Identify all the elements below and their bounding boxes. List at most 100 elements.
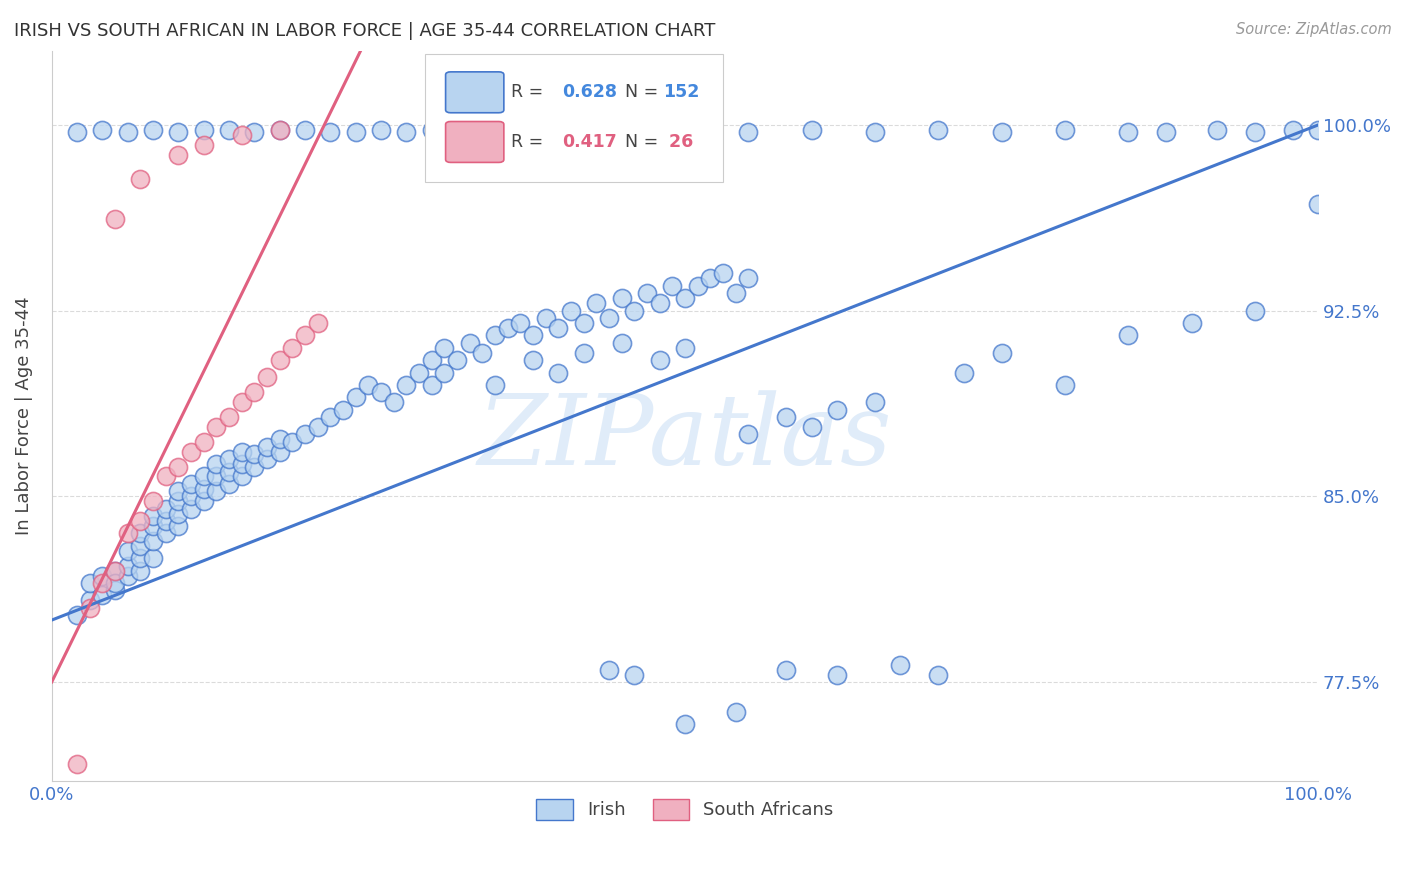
- Point: [193, 434, 215, 449]
- Point: [243, 125, 266, 139]
- Point: [496, 123, 519, 137]
- Point: [560, 303, 582, 318]
- Text: R =: R =: [512, 83, 544, 102]
- Point: [129, 172, 152, 186]
- Point: [585, 296, 607, 310]
- Point: [142, 509, 165, 524]
- Point: [673, 291, 696, 305]
- Point: [231, 128, 253, 142]
- Point: [117, 558, 139, 573]
- Point: [344, 390, 367, 404]
- Point: [395, 377, 418, 392]
- Point: [218, 452, 240, 467]
- Point: [193, 494, 215, 508]
- Point: [231, 457, 253, 471]
- Point: [91, 576, 114, 591]
- Point: [167, 494, 190, 508]
- Point: [294, 328, 316, 343]
- Text: IRISH VS SOUTH AFRICAN IN LABOR FORCE | AGE 35-44 CORRELATION CHART: IRISH VS SOUTH AFRICAN IN LABOR FORCE | …: [14, 22, 716, 40]
- Point: [167, 507, 190, 521]
- Point: [79, 593, 101, 607]
- Point: [218, 477, 240, 491]
- Point: [104, 576, 127, 591]
- Point: [243, 385, 266, 400]
- Point: [155, 501, 177, 516]
- Point: [547, 366, 569, 380]
- Point: [1053, 123, 1076, 137]
- Point: [91, 123, 114, 137]
- Point: [167, 147, 190, 161]
- Point: [800, 420, 823, 434]
- Point: [193, 123, 215, 137]
- Legend: Irish, South Africans: Irish, South Africans: [529, 791, 841, 827]
- Point: [1243, 125, 1265, 139]
- Point: [307, 420, 329, 434]
- Point: [1308, 197, 1330, 211]
- Point: [509, 316, 531, 330]
- Point: [1180, 316, 1202, 330]
- Point: [91, 588, 114, 602]
- Point: [79, 576, 101, 591]
- Point: [129, 539, 152, 553]
- Point: [420, 123, 443, 137]
- Y-axis label: In Labor Force | Age 35-44: In Labor Force | Age 35-44: [15, 296, 32, 535]
- Point: [104, 564, 127, 578]
- Point: [724, 286, 747, 301]
- Point: [256, 452, 278, 467]
- Point: [598, 663, 620, 677]
- Point: [142, 519, 165, 533]
- Point: [382, 395, 405, 409]
- Text: N =: N =: [626, 83, 658, 102]
- Point: [927, 123, 949, 137]
- Point: [332, 402, 354, 417]
- Point: [319, 125, 342, 139]
- Point: [256, 370, 278, 384]
- Point: [522, 328, 544, 343]
- Point: [243, 447, 266, 461]
- Point: [673, 717, 696, 731]
- Point: [205, 484, 228, 499]
- Point: [180, 501, 202, 516]
- Point: [142, 123, 165, 137]
- Point: [243, 459, 266, 474]
- Point: [281, 341, 304, 355]
- Point: [610, 291, 633, 305]
- Point: [572, 345, 595, 359]
- Point: [344, 125, 367, 139]
- Point: [155, 469, 177, 483]
- Point: [420, 353, 443, 368]
- Text: N =: N =: [626, 133, 658, 151]
- Point: [66, 756, 89, 771]
- Point: [218, 410, 240, 425]
- FancyBboxPatch shape: [446, 72, 503, 112]
- Point: [1116, 328, 1139, 343]
- Point: [231, 444, 253, 458]
- Point: [370, 123, 392, 137]
- Point: [167, 125, 190, 139]
- Point: [737, 125, 759, 139]
- Point: [104, 564, 127, 578]
- Point: [205, 457, 228, 471]
- Point: [167, 459, 190, 474]
- Point: [155, 526, 177, 541]
- Point: [370, 385, 392, 400]
- Point: [319, 410, 342, 425]
- Point: [117, 125, 139, 139]
- Point: [167, 484, 190, 499]
- Point: [357, 377, 380, 392]
- Point: [104, 212, 127, 227]
- Point: [129, 526, 152, 541]
- Point: [307, 316, 329, 330]
- Point: [610, 335, 633, 350]
- Point: [117, 568, 139, 582]
- Point: [167, 519, 190, 533]
- Point: [775, 410, 797, 425]
- Point: [711, 267, 734, 281]
- Point: [952, 366, 974, 380]
- Point: [547, 125, 569, 139]
- Point: [117, 526, 139, 541]
- Point: [547, 321, 569, 335]
- Point: [193, 137, 215, 152]
- Point: [648, 353, 671, 368]
- Point: [218, 465, 240, 479]
